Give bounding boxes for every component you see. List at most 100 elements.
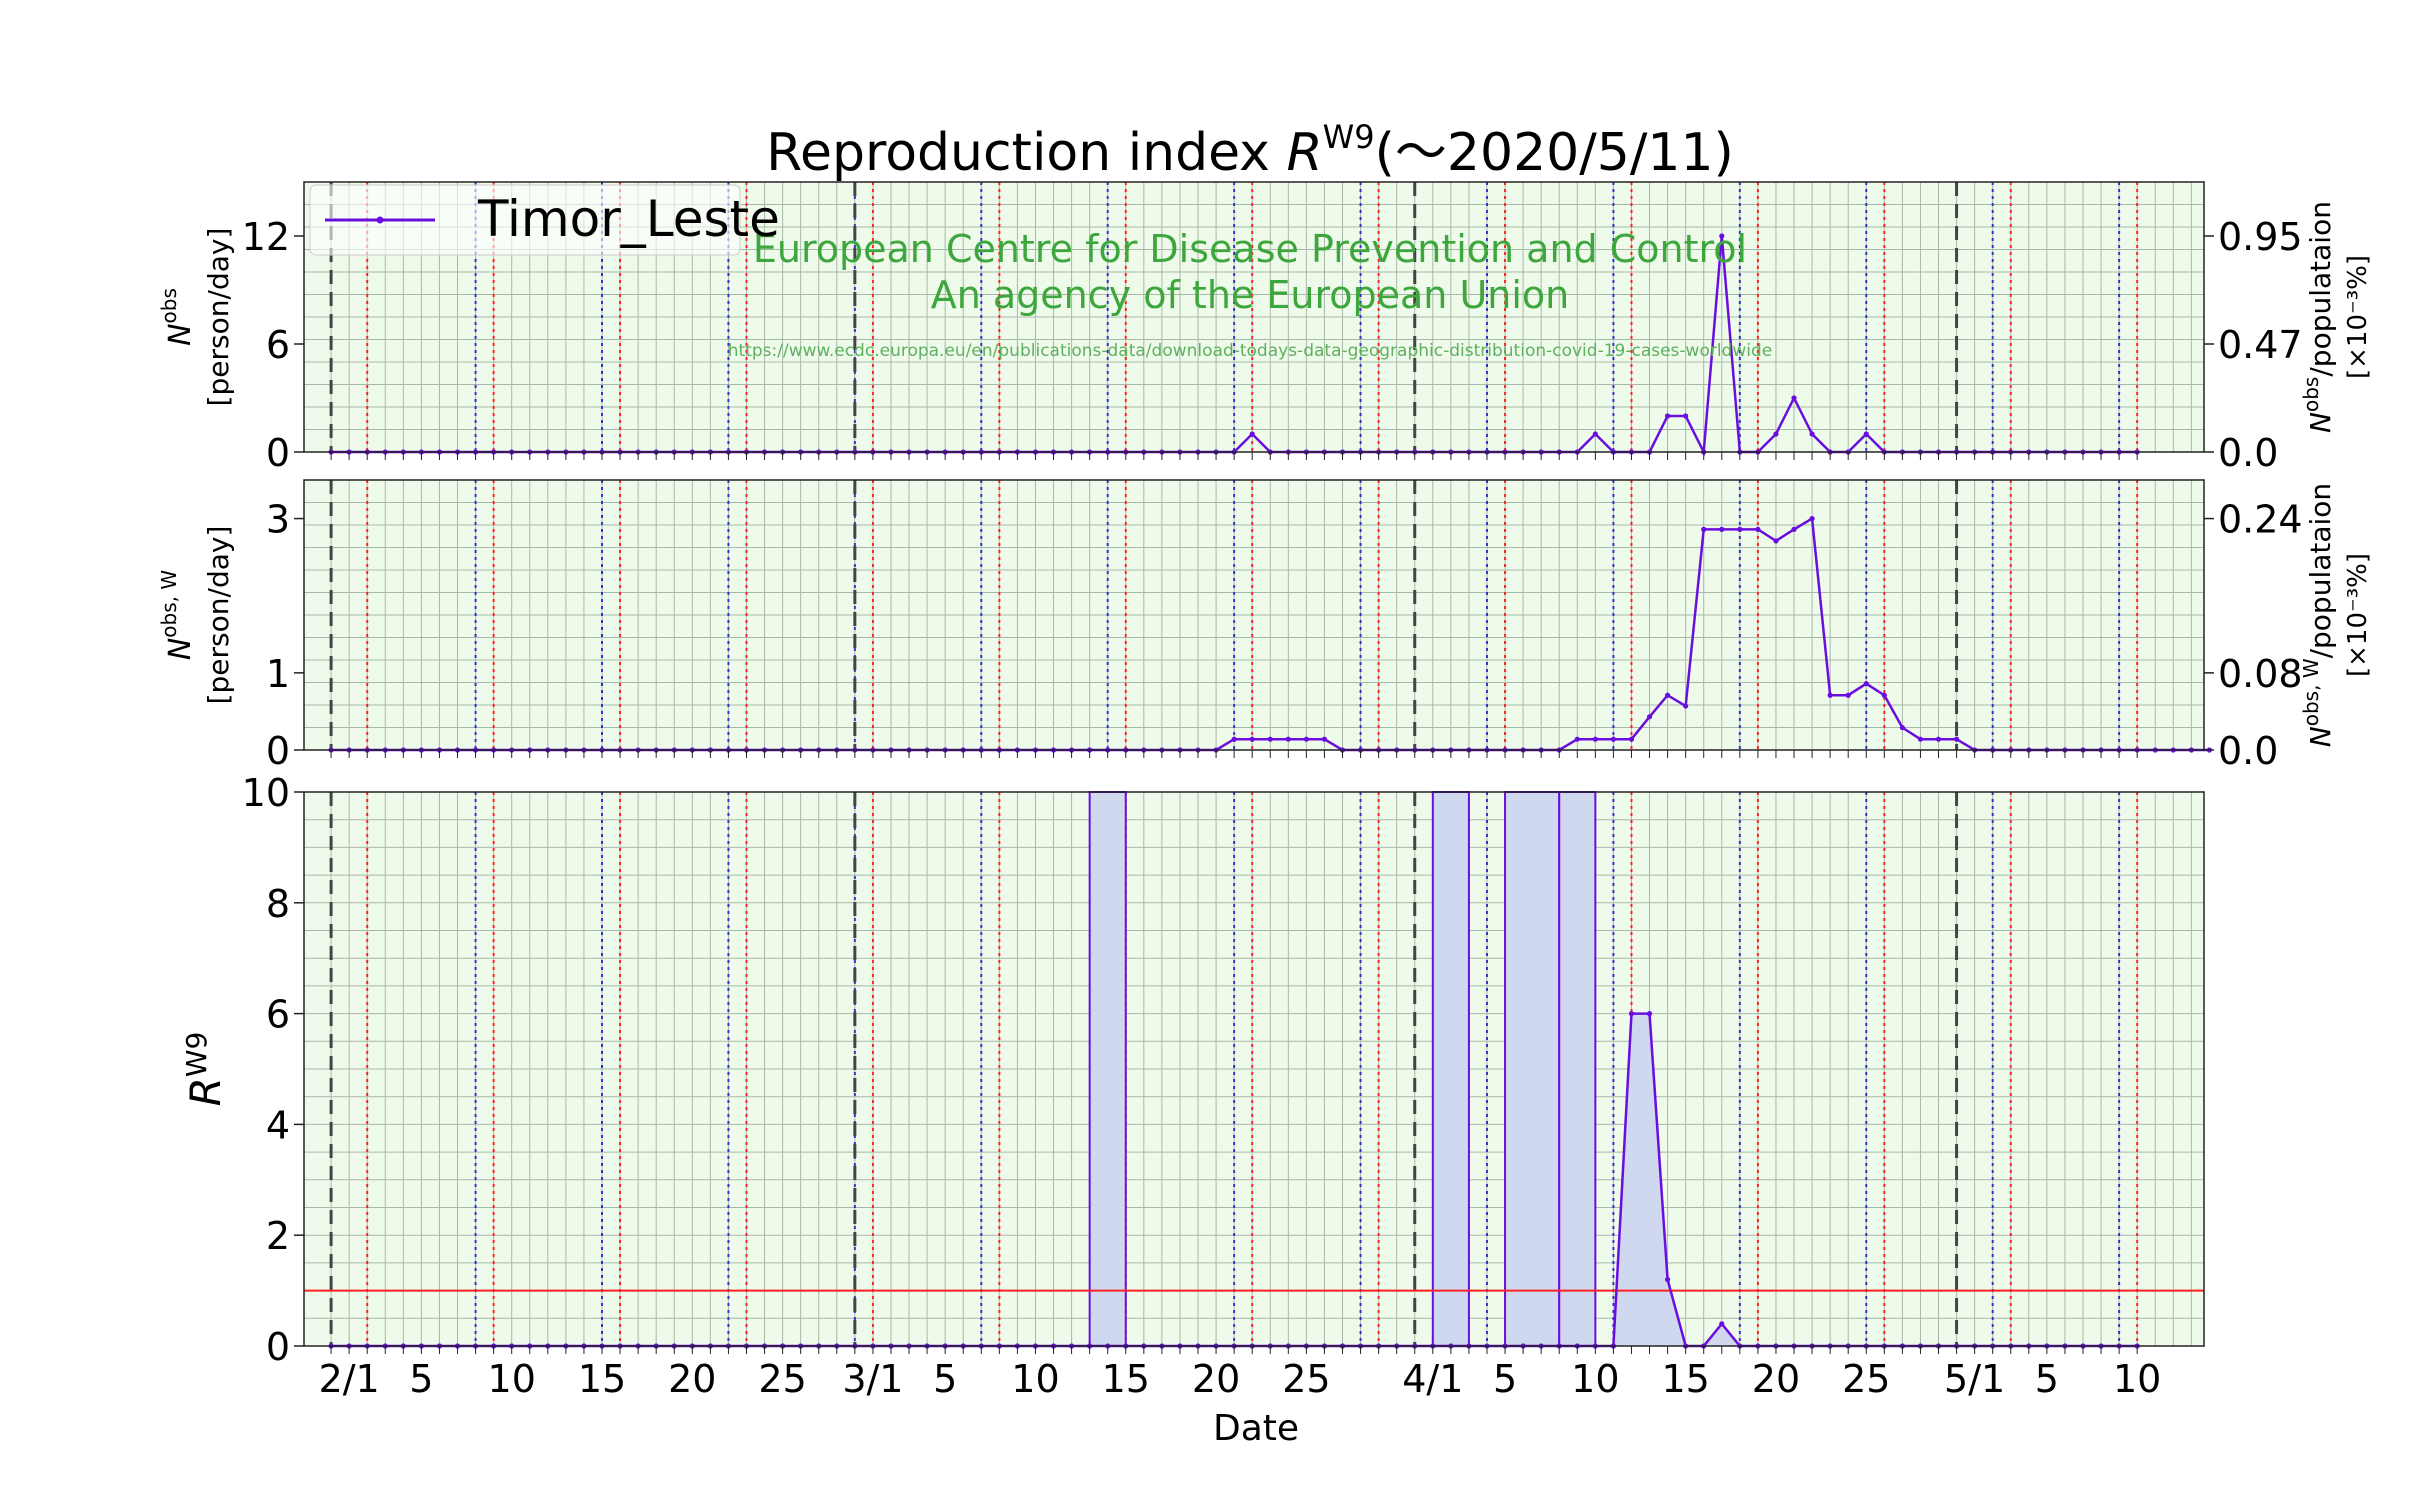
bottom-data-point bbox=[1628, 1011, 1635, 1017]
middle-data-point bbox=[1646, 714, 1653, 720]
title-tail: (〜2020/5/11) bbox=[1375, 123, 1734, 183]
middle-data-point bbox=[1628, 736, 1635, 742]
x-tick-label: 5 bbox=[2035, 1357, 2059, 1401]
middle-data-point bbox=[1321, 736, 1328, 742]
top-data-point bbox=[1249, 431, 1255, 437]
x-axis-label: Date bbox=[1213, 1408, 1299, 1449]
ylabel-symbol: N bbox=[163, 638, 198, 660]
bottom-ylabel: RW9 bbox=[180, 1032, 230, 1107]
x-tick-label: 10 bbox=[1571, 1357, 1619, 1401]
ylabel-sup: obs, W bbox=[157, 570, 181, 638]
middle-data-point bbox=[1231, 736, 1237, 742]
x-tick-label: 5/1 bbox=[1944, 1357, 2005, 1401]
legend-label: Timor_Leste bbox=[477, 190, 780, 248]
middle-data-point bbox=[1917, 736, 1924, 742]
legend: Timor_Leste bbox=[309, 184, 780, 256]
ylabel-right-rest: /populataion bbox=[2304, 483, 2337, 659]
middle-data-point bbox=[1935, 736, 1942, 742]
top-data-point bbox=[1719, 233, 1725, 239]
middle-ytick-right-label: 0.0 bbox=[2218, 729, 2278, 773]
ylabel-symbol: N bbox=[163, 323, 198, 345]
middle-ytick-right-label: 0.08 bbox=[2218, 652, 2303, 696]
middle-ytick-label: 1 bbox=[266, 652, 290, 696]
top-data-point bbox=[1773, 431, 1779, 437]
top-ytick-label: 0 bbox=[266, 431, 290, 475]
top-ylabel: Nobs bbox=[157, 288, 198, 346]
ylabel-right-symbol: N bbox=[2304, 726, 2337, 747]
ylabel-right-rest: /populataion bbox=[2304, 201, 2337, 377]
x-tick-label: 5 bbox=[933, 1357, 957, 1401]
middle-data-point bbox=[1719, 526, 1725, 532]
x-tick-label: 2/1 bbox=[319, 1357, 380, 1401]
top-ytick-right-label: 0.47 bbox=[2218, 323, 2303, 367]
watermark-url: https://www.ecdc.europa.eu/en/publicatio… bbox=[728, 341, 1772, 361]
middle-data-point bbox=[1953, 736, 1960, 742]
chart-title: Reproduction index RW9(〜2020/5/11) bbox=[766, 118, 1734, 183]
bottom-ytick-label: 8 bbox=[266, 882, 290, 926]
x-tick-label: 25 bbox=[1842, 1357, 1890, 1401]
middle-data-point bbox=[1845, 692, 1851, 698]
middle-data-point bbox=[1773, 538, 1779, 544]
panel-bottom: 0 2 4 6 8 10 RW9 2/1 5 10 15 20 25 3/1 5 10 15 20 25 4/1 5 10… bbox=[180, 771, 2205, 1401]
middle-ylabel-right-unit: [×10⁻³%] bbox=[2343, 553, 2373, 677]
middle-data-point bbox=[1899, 725, 1905, 731]
middle-data-point bbox=[1701, 526, 1707, 532]
middle-ytick-right-label: 0.24 bbox=[2218, 498, 2303, 542]
r-spike-band bbox=[1504, 791, 1561, 1347]
bottom-ytick-label: 4 bbox=[266, 1103, 290, 1147]
r-spike-band bbox=[1558, 791, 1597, 1347]
x-tick-label: 10 bbox=[1011, 1357, 1059, 1401]
x-tick-label: 3/1 bbox=[842, 1357, 903, 1401]
top-ylabel-unit: [person/day] bbox=[202, 228, 235, 407]
title-r: R bbox=[1287, 123, 1323, 183]
top-ylabel-right: Nobs/populataion bbox=[2299, 201, 2337, 433]
middle-ylabel-right: Nobs, W/populataion bbox=[2299, 483, 2337, 747]
x-tick-label: 4/1 bbox=[1402, 1357, 1463, 1401]
top-ytick-label: 6 bbox=[266, 323, 290, 367]
middle-data-point bbox=[1809, 515, 1815, 522]
middle-data-point bbox=[1827, 692, 1833, 698]
title-main: Reproduction index bbox=[766, 123, 1286, 183]
middle-data-point bbox=[1737, 526, 1743, 532]
middle-data-point bbox=[1610, 736, 1617, 742]
x-tick-label: 25 bbox=[758, 1357, 806, 1401]
middle-data-point bbox=[1267, 736, 1273, 742]
top-data-point bbox=[1664, 413, 1671, 419]
x-tick-label: 20 bbox=[1192, 1357, 1240, 1401]
middle-data-point bbox=[1881, 692, 1887, 698]
middle-ytick-label: 0 bbox=[266, 729, 290, 773]
top-ylabel-right-unit: [×10⁻³%] bbox=[2343, 255, 2373, 379]
watermark-line1: European Centre for Disease Prevention a… bbox=[753, 227, 1747, 271]
ylabel-right-sup: obs bbox=[2299, 377, 2323, 412]
middle-data-point bbox=[1755, 526, 1761, 532]
middle-ylabel-unit: [person/day] bbox=[202, 526, 235, 705]
top-data-point bbox=[1791, 395, 1797, 401]
x-tick-label: 15 bbox=[578, 1357, 626, 1401]
bottom-ytick-label: 2 bbox=[266, 1214, 290, 1258]
top-data-point bbox=[1592, 431, 1598, 437]
middle-ylabel: Nobs, W bbox=[157, 570, 198, 661]
bottom-data-point bbox=[1664, 1276, 1671, 1283]
watermark-line2: An agency of the European Union bbox=[931, 273, 1570, 317]
top-ytick-label: 12 bbox=[242, 215, 290, 259]
bottom-frame bbox=[303, 791, 2205, 1347]
bottom-data-point bbox=[1646, 1011, 1653, 1017]
x-tick-label: 20 bbox=[1752, 1357, 1800, 1401]
middle-data-point bbox=[1285, 736, 1291, 742]
x-tick-label: 5 bbox=[409, 1357, 433, 1401]
r-spike-band bbox=[1431, 791, 1470, 1347]
x-tick-label: 15 bbox=[1661, 1357, 1709, 1401]
legend-marker bbox=[376, 216, 384, 224]
top-ytick-right-label: 0.95 bbox=[2218, 215, 2303, 259]
bottom-data-point bbox=[1719, 1321, 1725, 1327]
top-ytick-right-label: 0.0 bbox=[2218, 431, 2278, 475]
top-frame bbox=[303, 181, 2205, 453]
middle-data-point bbox=[1574, 736, 1580, 742]
x-tick-label: 5 bbox=[1493, 1357, 1517, 1401]
ylabel-symbol: R bbox=[181, 1077, 230, 1106]
middle-data-point bbox=[1664, 692, 1671, 698]
top-data-point bbox=[1683, 413, 1689, 419]
middle-data-point bbox=[1683, 703, 1689, 709]
